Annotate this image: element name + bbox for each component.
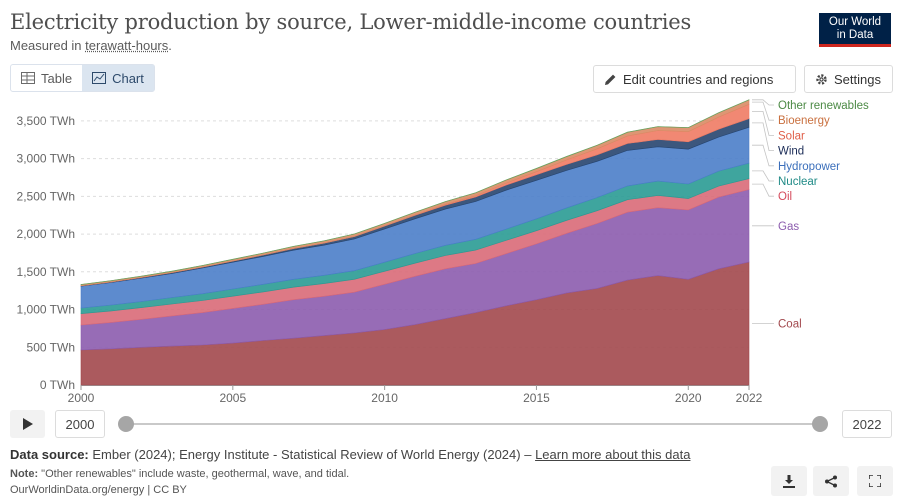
y-tick-label: 3,500 TWh xyxy=(17,114,75,128)
fullscreen-button[interactable] xyxy=(857,466,893,496)
label-connector xyxy=(752,122,774,151)
note-label: Note: xyxy=(10,468,39,480)
x-tick-label: 2022 xyxy=(736,391,763,405)
settings-label: Settings xyxy=(834,71,881,87)
stacked-area-chart: 0 TWh 500 TWh 1,000 TWh 1,500 TWh 2,000 TWh 2… xyxy=(17,99,869,405)
y-tick-label: 500 TWh xyxy=(27,340,75,354)
share-button[interactable] xyxy=(813,466,849,496)
data-source: Data source: Ember (2024); Energy Instit… xyxy=(10,447,690,462)
view-tabs: Table Chart xyxy=(10,64,155,92)
source-label: Data source: xyxy=(10,447,89,462)
owid-logo[interactable]: Our World in Data xyxy=(819,13,891,47)
timeline-start-handle[interactable] xyxy=(118,416,134,432)
timeline-track[interactable] xyxy=(126,423,820,425)
series-label[interactable]: Gas xyxy=(778,221,799,233)
tab-table-label: Table xyxy=(41,70,73,86)
y-tick-label: 1,500 TWh xyxy=(17,265,75,279)
label-connector xyxy=(752,101,774,121)
source-text: Ember (2024); Energy Institute - Statist… xyxy=(92,447,536,462)
learn-more-link[interactable]: Learn more about this data xyxy=(535,447,691,462)
x-tick-label: 2005 xyxy=(219,391,246,405)
timeline-end-year[interactable]: 2022 xyxy=(842,410,892,438)
timeline-start-year[interactable]: 2000 xyxy=(55,410,105,438)
series-label[interactable]: Hydropower xyxy=(778,161,840,173)
footer-url: OurWorldinData.org/energy | CC BY xyxy=(10,484,187,496)
series-label[interactable]: Nuclear xyxy=(778,176,818,188)
y-tick-label: 3,000 TWh xyxy=(17,152,75,166)
series-label[interactable]: Other renewables xyxy=(778,100,869,112)
logo-line-2: in Data xyxy=(836,29,874,41)
x-tick-label: 2020 xyxy=(675,391,702,405)
chart-subtitle: Measured in terawatt-hours. xyxy=(10,38,172,53)
y-tick-label: 2,500 TWh xyxy=(17,189,75,203)
x-tick-label: 2015 xyxy=(523,391,550,405)
tab-chart[interactable]: Chart xyxy=(82,65,154,91)
logo-line-1: Our World xyxy=(828,16,882,28)
tab-table[interactable]: Table xyxy=(11,65,82,91)
subtitle-suffix: . xyxy=(168,38,172,53)
edit-countries-label: Edit countries and regions xyxy=(623,71,774,87)
share-icon xyxy=(825,475,837,487)
grid-lines xyxy=(81,120,749,386)
subtitle-prefix: Measured in xyxy=(10,38,86,53)
pencil-icon xyxy=(605,74,616,85)
series-labels: Other renewables Bioenergy Solar Wind Hydrop… xyxy=(752,99,869,331)
chart-title: Electricity production by source, Lower-… xyxy=(10,10,692,34)
x-tick-label: 2000 xyxy=(68,391,95,405)
tab-chart-label: Chart xyxy=(112,70,144,86)
label-connector xyxy=(752,99,774,106)
series-label[interactable]: Wind xyxy=(778,146,804,158)
area-other-renewables[interactable] xyxy=(80,99,750,285)
series-label[interactable]: Oil xyxy=(778,191,792,203)
series-label[interactable]: Coal xyxy=(778,319,802,331)
chart-note: Note: "Other renewables" include waste, … xyxy=(10,468,349,480)
x-tick-label: 2010 xyxy=(371,391,398,405)
chart-icon xyxy=(92,72,107,84)
series-label[interactable]: Bioenergy xyxy=(778,115,830,127)
note-text: "Other renewables" include waste, geothe… xyxy=(41,468,350,480)
edit-countries-button[interactable]: Edit countries and regions xyxy=(593,65,796,93)
label-connector xyxy=(752,170,774,182)
x-axis-ticks: 2000 2005 2010 2015 2020 2022 xyxy=(68,385,763,405)
y-tick-label: 1,000 TWh xyxy=(17,303,75,317)
table-icon xyxy=(21,72,35,84)
download-icon xyxy=(783,474,795,488)
timeline-end-handle[interactable] xyxy=(812,416,828,432)
label-connector xyxy=(752,183,774,197)
settings-button[interactable]: Settings xyxy=(804,65,893,93)
label-connector xyxy=(752,144,774,167)
series-label[interactable]: Solar xyxy=(778,130,805,142)
y-axis-ticks: 0 TWh 500 TWh 1,000 TWh 1,500 TWh 2,000 TWh 2… xyxy=(17,114,75,392)
play-icon xyxy=(22,418,33,430)
unit-link[interactable]: terawatt-hours xyxy=(85,38,169,53)
label-connector xyxy=(752,111,774,136)
download-button[interactable] xyxy=(771,466,807,496)
fullscreen-icon xyxy=(869,475,881,487)
y-tick-label: 2,000 TWh xyxy=(17,227,75,241)
play-button[interactable] xyxy=(10,410,45,438)
y-tick-label: 0 TWh xyxy=(40,378,75,392)
gear-icon xyxy=(816,73,827,85)
series-areas xyxy=(80,99,750,386)
